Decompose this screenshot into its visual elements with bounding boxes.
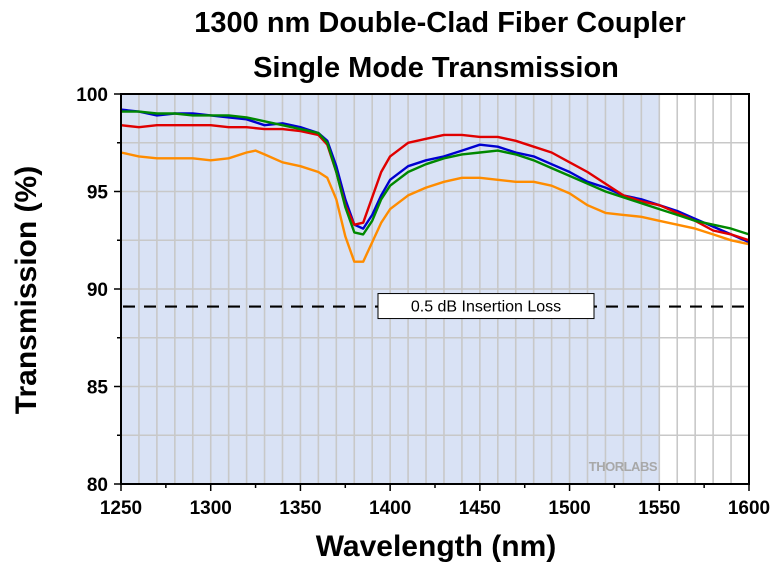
y-tick-label: 80 xyxy=(87,475,108,496)
y-axis-title: Transmission (%) xyxy=(10,166,43,414)
x-tick-label: 1300 xyxy=(190,498,232,519)
x-tick-label: 1500 xyxy=(548,498,590,519)
x-axis-title: Wavelength (nm) xyxy=(316,530,557,563)
y-tick-label: 95 xyxy=(87,183,109,204)
insertion-loss-label: 0.5 dB Insertion Loss xyxy=(411,299,561,316)
series-line-3 xyxy=(121,110,750,236)
y-tick-label: 90 xyxy=(87,280,108,301)
chart-title-line-2: Single Mode Transmission xyxy=(253,52,619,84)
series-line-2 xyxy=(120,124,750,242)
insertion-loss-label-box xyxy=(377,293,595,320)
x-tick-label: 1250 xyxy=(100,498,142,519)
x-tick-label: 1450 xyxy=(459,498,501,519)
x-tick-label: 1600 xyxy=(728,498,770,519)
series-line-4 xyxy=(120,149,750,263)
y-tick-label: 100 xyxy=(76,85,108,106)
chart-title-line-1: 1300 nm Double-Clad Fiber Coupler xyxy=(194,7,685,39)
plot-area: 1250 1300 1350 1400 1450 1500 1550 1600 80 85 90 95… xyxy=(76,85,770,519)
x-tick-label: 1350 xyxy=(279,498,321,519)
x-tick-label: 1550 xyxy=(638,498,680,519)
y-tick-label: 85 xyxy=(87,378,109,399)
thorlabs-logo: THORLABS xyxy=(589,459,658,474)
plot-border xyxy=(120,93,750,485)
x-tick-label: 1400 xyxy=(369,498,411,519)
